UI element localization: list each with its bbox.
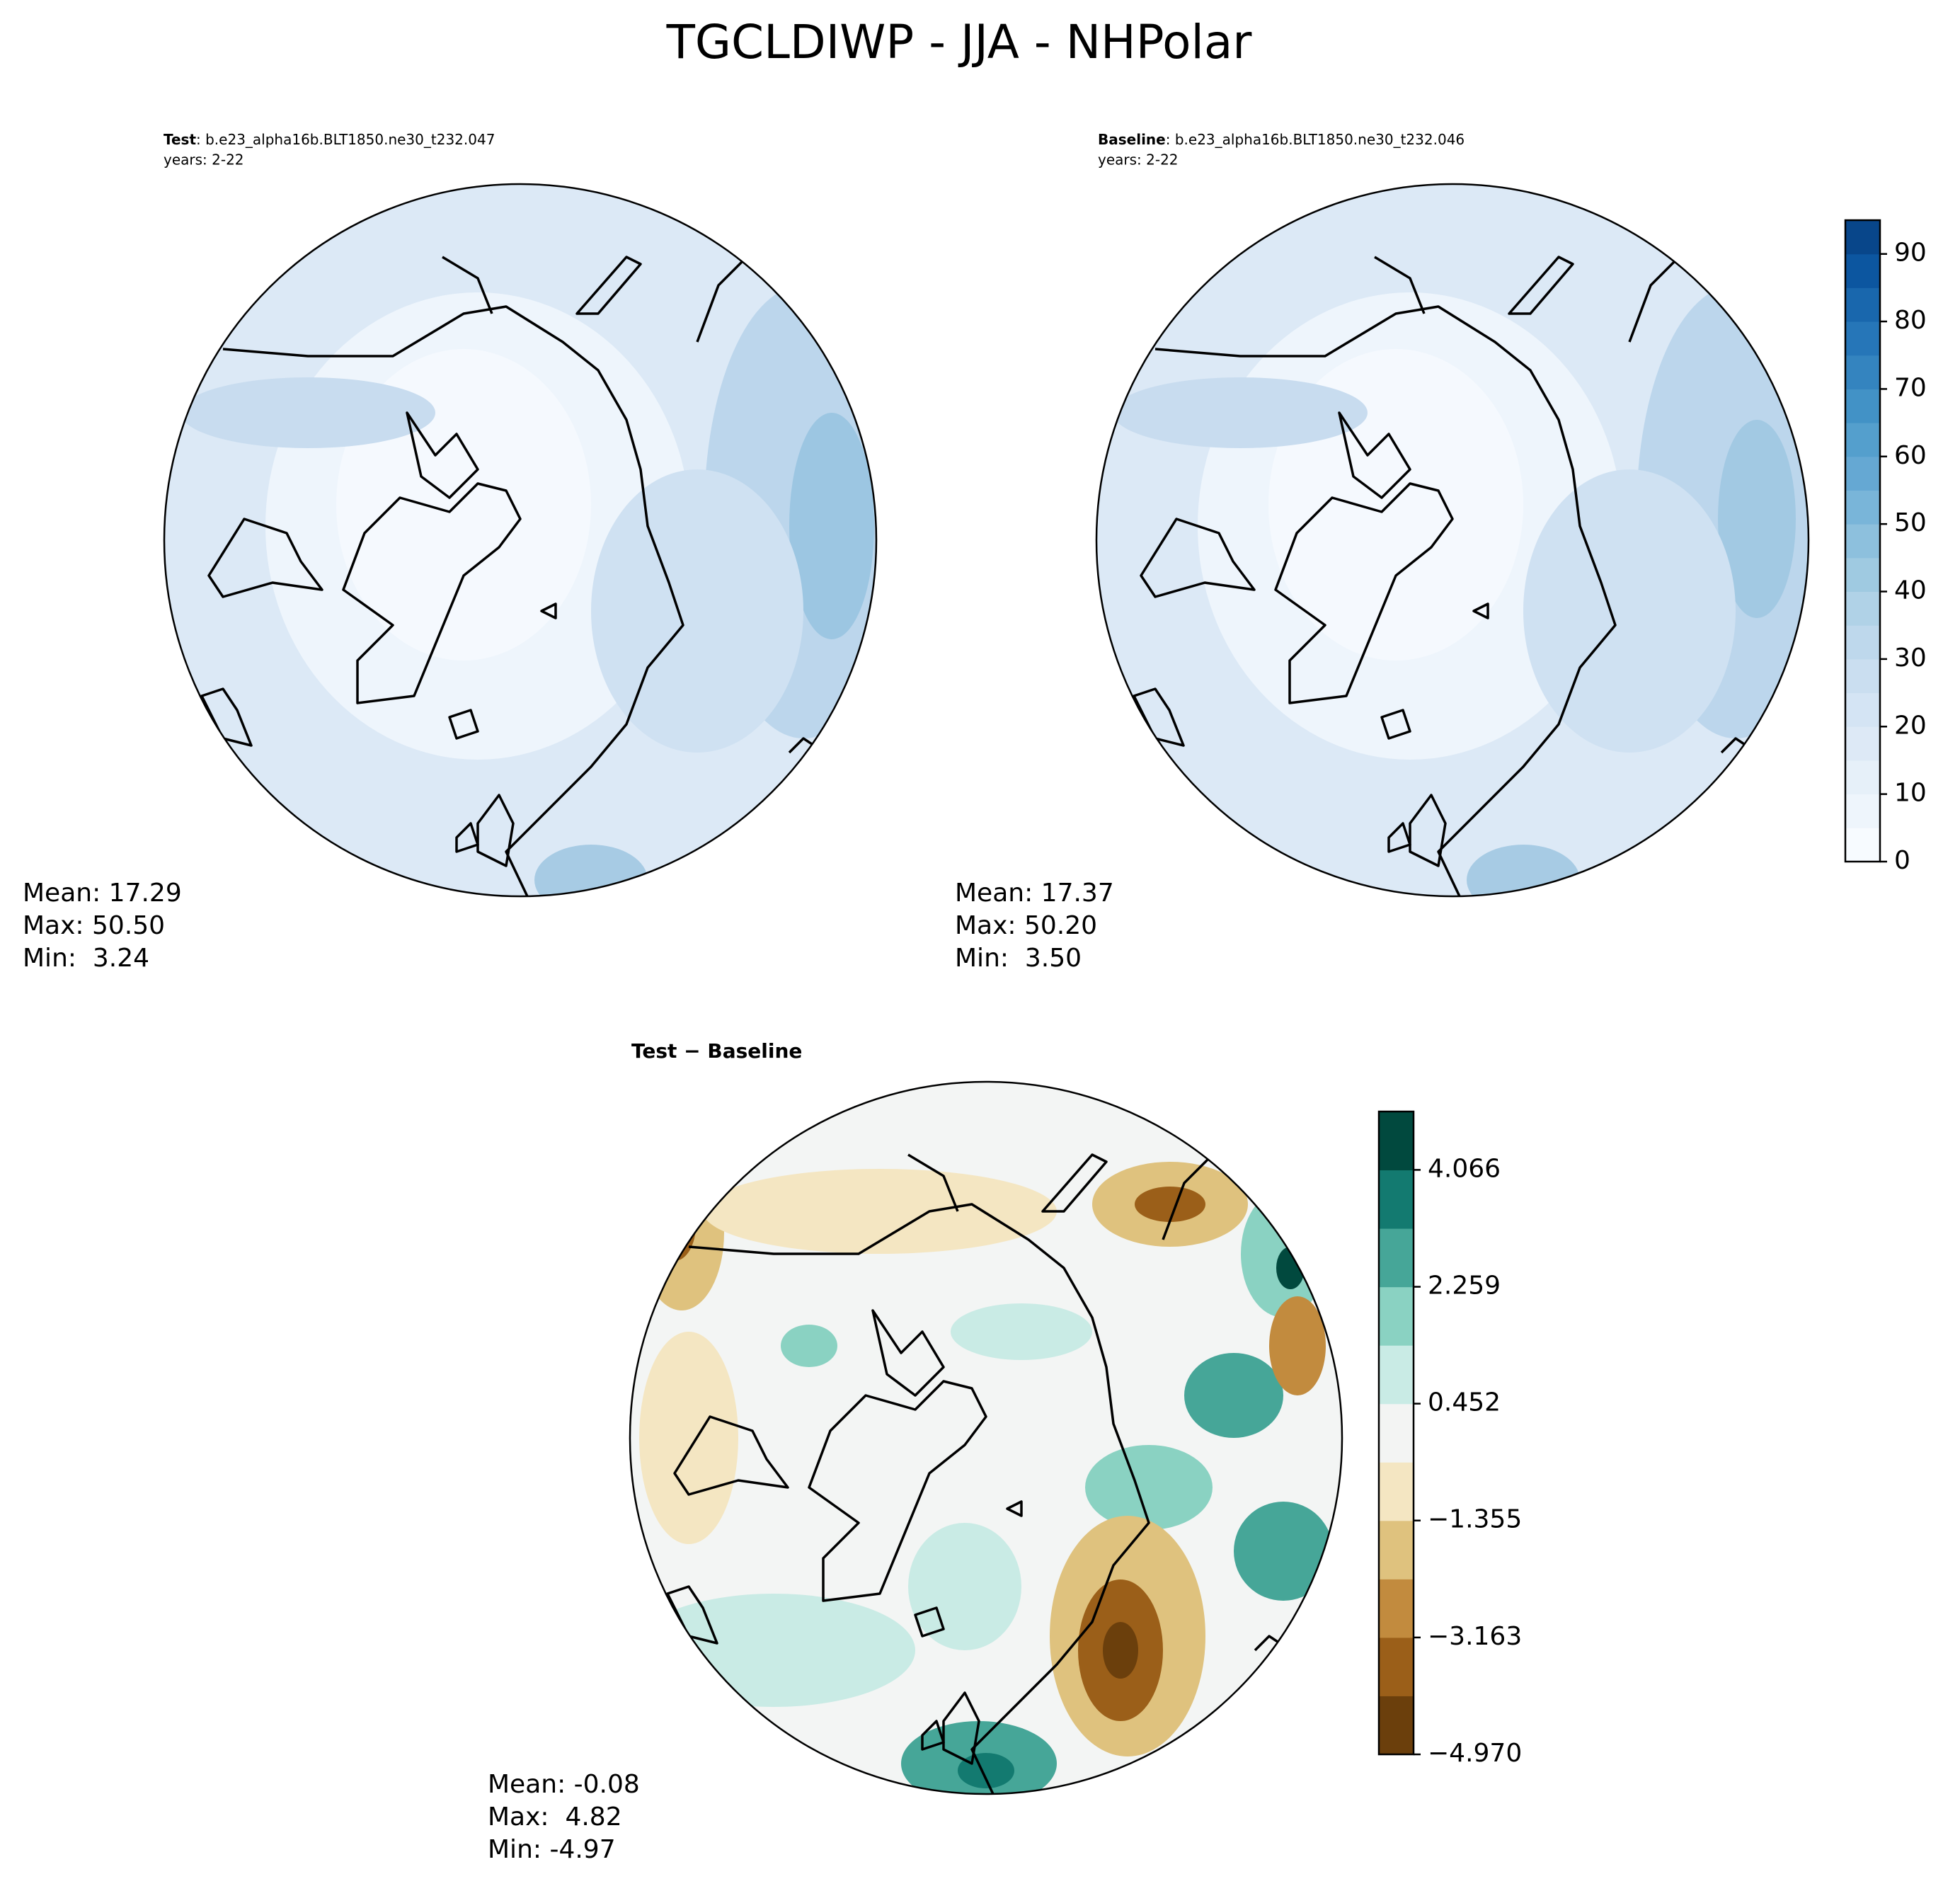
colorbar-band [1845,321,1880,356]
colorbar-band [1845,389,1880,423]
map [1095,183,1810,898]
colorbar-band [1845,423,1880,457]
colorbar-tick-label: 70 [1894,373,1927,402]
stat-text: Max: 4.82 [488,1803,622,1832]
colorbar-band [1845,760,1880,795]
colorbar-tick-label: 20 [1894,711,1927,740]
colorbar-tick-label: −4.970 [1428,1739,1522,1768]
stat-text: Min: 3.50 [955,944,1082,973]
colorbar-band [1845,658,1880,694]
colorbar-band [1845,591,1880,626]
colorbar-tick-label: 90 [1894,239,1927,268]
stat-text: Mean: 17.37 [955,879,1114,908]
colorbar-tick-label: 60 [1894,441,1927,470]
colorbar-frame [1377,1110,1415,1756]
colorbar-band [1845,355,1880,389]
panel-case: : b.e23_alpha16b.BLT1850.ne30_t232.046 [1166,131,1465,148]
stat-text: Min: 3.24 [23,944,149,973]
colorbar-band [1845,726,1880,761]
stat-text: Max: 50.20 [955,911,1097,940]
colorbar-band [1845,253,1880,288]
colorbar-tick-label: 2.259 [1428,1272,1501,1301]
colorbar-band [1379,1520,1414,1579]
colorbar-band [1845,692,1880,727]
panel-case: : b.e23_alpha16b.BLT1850.ne30_t232.047 [196,131,495,148]
stat-text: Min: -4.97 [488,1835,616,1864]
panel-years: years: 2-22 [164,152,244,168]
colorbar-tick-label: 0.452 [1428,1388,1501,1417]
panel-years: years: 2-22 [1098,152,1179,168]
stat-text: Mean: -0.08 [488,1770,640,1799]
colorbar-band [1379,1345,1414,1405]
stat-text: Max: 50.50 [23,911,165,940]
colorbar-band [1379,1170,1414,1229]
colorbar-tick-label: −3.163 [1428,1622,1522,1651]
panel-header: Baseline: b.e23_alpha16b.BLT1850.ne30_t2… [1098,131,1465,148]
colorbar-band [1845,220,1880,255]
colorbar-band [1845,490,1880,525]
map [163,183,878,898]
colorbar-band [1845,828,1880,862]
panel-label: Test [164,131,196,148]
colorbar-tick-label: 10 [1894,779,1927,808]
panel-label: Baseline [1098,131,1166,148]
panel-header: Test: b.e23_alpha16b.BLT1850.ne30_t232.0… [164,131,495,148]
figure-title: TGCLDIWP - JJA - NHPolar [666,15,1253,69]
colorbar-tick-label: 80 [1894,306,1927,335]
colorbar-band [1379,1462,1414,1521]
colorbar-tick-label: 0 [1894,846,1910,875]
colorbar-band [1379,1286,1414,1346]
colorbar-band [1379,1696,1414,1755]
colorbar-band [1379,1637,1414,1696]
colorbar-band [1379,1403,1414,1463]
stat-text: Mean: 17.29 [23,879,182,908]
colorbar-band [1845,287,1880,322]
colorbar-band [1379,1579,1414,1638]
colorbar-tick-label: 30 [1894,644,1927,673]
colorbar-band [1845,456,1880,491]
colorbar-band [1845,557,1880,593]
colorbar-band [1379,1112,1414,1171]
colorbar-band [1845,625,1880,660]
colorbar-band [1845,794,1880,828]
colorbar-frame [1844,219,1881,863]
colorbar-tick-label: −1.355 [1428,1505,1522,1534]
colorbar-band [1379,1228,1414,1288]
panel-label: Test − Baseline [631,1039,802,1063]
colorbar-tick-label: 4.066 [1428,1154,1501,1183]
map [629,1080,1343,1795]
colorbar-tick-label: 50 [1894,508,1927,537]
colorbar-band [1845,524,1880,559]
colorbar-tick-label: 40 [1894,576,1927,605]
